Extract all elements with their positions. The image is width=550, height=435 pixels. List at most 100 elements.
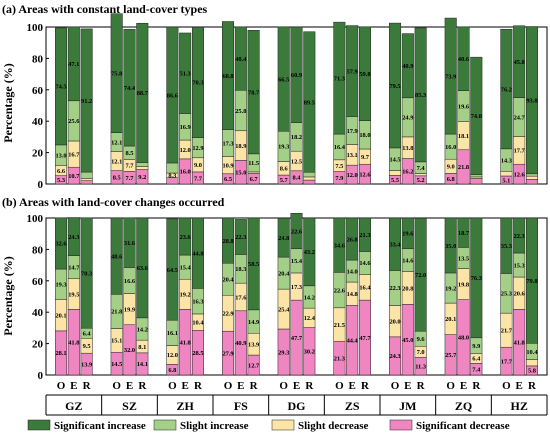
data-label: 21.8 (458, 164, 469, 171)
data-label: 24.3 (389, 353, 400, 360)
data-label: 47.7 (291, 335, 303, 342)
data-label: 17.6 (235, 294, 247, 301)
data-label: 32.6 (55, 241, 67, 248)
bar-segment (358, 26, 371, 121)
bar-segment (303, 31, 316, 173)
data-label: 25.4 (278, 306, 290, 313)
data-label: 17.7 (501, 358, 513, 365)
data-label: 45.0 (402, 337, 413, 344)
data-label: 13.5 (458, 255, 469, 262)
data-label: 58.5 (248, 261, 259, 268)
data-label: 6.5 (224, 176, 232, 183)
x-subgroup-label: R (361, 380, 370, 392)
data-label: 8.3 (168, 173, 176, 180)
y-tick-label: 0 (38, 179, 44, 191)
x-subgroup-label: E (126, 380, 133, 392)
legend-label: Slight decrease (298, 420, 368, 432)
bar-segment (179, 217, 192, 256)
x-city-label: SZ (122, 399, 137, 413)
bar-segment (414, 27, 427, 163)
data-label: 17.3 (222, 140, 233, 147)
x-subgroup-label: E (404, 380, 411, 392)
x-subgroup-label: R (305, 380, 314, 392)
bar-segment (303, 171, 316, 178)
data-label: 18.0 (359, 132, 370, 139)
data-label: 34.6 (334, 242, 346, 249)
data-label: 93.8 (526, 97, 537, 104)
data-label: 17.9 (347, 128, 358, 135)
bar-segment (525, 359, 538, 367)
x-subgroup-label: O (57, 380, 66, 392)
data-label: 79.5 (389, 83, 400, 90)
data-label: 9.6 (417, 336, 426, 343)
y-tick-label: 20 (32, 339, 44, 351)
data-label: 12.0 (347, 172, 358, 179)
data-label: 7.0 (417, 349, 425, 356)
bar-segment (191, 217, 204, 289)
bar-segment (303, 176, 316, 181)
data-label: 16.3 (192, 298, 203, 305)
data-label: 16.9 (180, 124, 191, 131)
data-label: 19.6 (458, 103, 470, 110)
panel-b-title: (b) Areas with land-cover changes occurr… (2, 195, 225, 209)
data-label: 8.5 (113, 175, 121, 182)
data-label: 16.4 (359, 285, 371, 292)
y-tick-label: 40 (32, 307, 44, 319)
data-label: 12.6 (359, 171, 371, 178)
data-label: 32.0 (124, 347, 135, 354)
legend-label: Significant increase (54, 420, 146, 432)
data-label: 75.8 (111, 70, 122, 77)
x-subgroup-label: O (224, 380, 233, 392)
x-subgroup-label: R (472, 380, 481, 392)
bar-segment (110, 217, 123, 295)
data-label: 22.6 (334, 287, 346, 294)
bar-segment (358, 217, 371, 252)
data-label: 19.5 (68, 291, 79, 298)
bar-segment (525, 173, 538, 177)
x-subgroup-label: O (112, 380, 121, 392)
data-label: 47.1 (68, 61, 79, 68)
bar-segment (401, 217, 414, 250)
data-label: 21.5 (334, 322, 345, 329)
data-label: 16.0 (445, 144, 456, 151)
x-subgroup-label: O (335, 380, 344, 392)
data-label: 7.4 (417, 165, 426, 172)
data-label: 18.1 (458, 133, 469, 140)
data-label: 68.8 (222, 73, 233, 80)
data-label: 41.8 (180, 339, 191, 346)
bar-segment (67, 26, 80, 102)
data-label: 11.5 (248, 160, 259, 167)
bar-segment (414, 217, 427, 332)
bar-segment (525, 217, 538, 344)
data-label: 57.9 (347, 68, 358, 75)
data-label: 24.9 (402, 115, 413, 122)
x-subgroup-label: R (528, 380, 537, 392)
data-label: 85.3 (415, 92, 426, 99)
data-label: 66.5 (278, 76, 289, 83)
bar-segment (389, 22, 402, 149)
data-label: 12.1 (111, 158, 122, 165)
data-label: 43.2 (304, 249, 315, 256)
data-label: 9.2 (138, 174, 146, 181)
data-label: 76.3 (471, 275, 482, 282)
data-label: 9.0 (447, 164, 455, 171)
x-city-label: JM (399, 399, 416, 413)
data-label: 27.9 (222, 350, 233, 357)
bar-segment (513, 25, 526, 98)
bar-segment (333, 21, 346, 135)
data-label: 5.1 (502, 177, 510, 184)
x-subgroup-label: E (460, 380, 467, 392)
x-subgroup-label: R (83, 380, 92, 392)
data-label: 41.8 (514, 339, 525, 346)
x-subgroup-label: O (446, 380, 455, 392)
x-subgroup-label: E (293, 380, 300, 392)
x-city-label: ZQ (455, 399, 472, 413)
data-label: 7.7 (126, 163, 135, 170)
bar-segment (444, 217, 457, 274)
data-label: 10.9 (222, 163, 233, 170)
data-label: 44.8 (192, 250, 203, 257)
data-label: 14.5 (111, 361, 122, 368)
data-label: 21.3 (334, 356, 345, 363)
data-label: 40.9 (402, 63, 413, 70)
